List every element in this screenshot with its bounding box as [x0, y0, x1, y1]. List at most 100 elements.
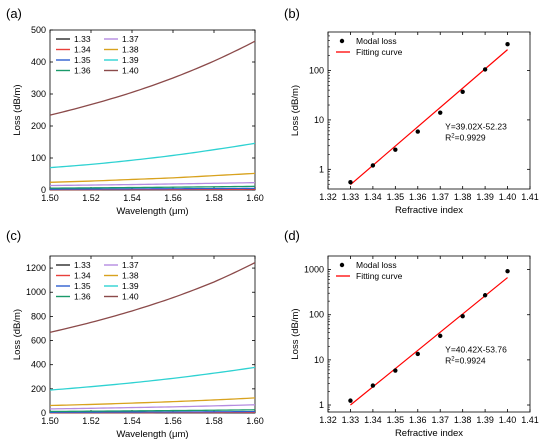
legend-point-swatch	[339, 38, 345, 44]
x-tick-label: 1.34	[364, 415, 382, 425]
fitting-curve-line	[350, 277, 508, 406]
y-tick-label: 500	[31, 25, 46, 35]
x-tick-label: 1.35	[387, 415, 405, 425]
x-tick-label: 1.58	[205, 193, 223, 203]
x-tick-label: 1.39	[476, 415, 494, 425]
y-tick-label: 400	[31, 360, 46, 370]
legend-label-fitting-curve: Fitting curve	[356, 47, 403, 57]
series-line-1-37	[49, 404, 256, 410]
x-tick-label: 1.38	[454, 415, 472, 425]
x-tick-label: 1.52	[82, 416, 100, 426]
r2-superscript: 2	[451, 133, 455, 139]
x-tick-label: 1.38	[454, 192, 472, 202]
x-tick-label: 1.54	[123, 416, 141, 426]
modal-loss-point	[348, 179, 353, 185]
modal-loss-point	[460, 313, 465, 319]
y-tick-label: 1000	[304, 265, 324, 275]
series-line-1-40	[49, 262, 256, 333]
x-tick-label: 1.52	[82, 193, 100, 203]
x-tick-label: 1.36	[409, 192, 427, 202]
legend-label: 1.39	[122, 281, 139, 291]
fit-r-squared: R2=0.9924	[445, 356, 486, 366]
legend-label: 1.33	[74, 34, 91, 44]
legend-label-modal-loss: Modal loss	[356, 260, 397, 270]
x-tick-label: 1.56	[164, 193, 182, 203]
legend-label: 1.40	[122, 292, 139, 302]
fit-r-squared: R2=0.9929	[445, 132, 486, 142]
r2-prefix: R	[445, 356, 451, 366]
modal-loss-point	[460, 89, 465, 95]
series-line-1-35	[49, 187, 256, 190]
legend-label: 1.35	[74, 281, 91, 291]
x-tick-label: 1.60	[246, 416, 264, 426]
y-axis-label: Loss (dB/m)	[290, 85, 301, 136]
y-tick-label: 100	[309, 65, 324, 75]
x-tick-label: 1.50	[41, 193, 59, 203]
panel-label-a: (a)	[6, 6, 22, 21]
panel-label-d: (d)	[284, 228, 300, 243]
y-tick-label: 100	[31, 153, 46, 163]
x-tick-label: 1.41	[521, 192, 539, 202]
y-tick-label: 600	[31, 336, 46, 346]
x-tick-label: 1.34	[364, 192, 382, 202]
panel-label-c: (c)	[6, 228, 21, 243]
r2-value: =0.9924	[455, 356, 486, 366]
fitting-curve-line	[350, 49, 508, 186]
modal-loss-point	[348, 398, 353, 403]
x-tick-label: 1.33	[342, 192, 360, 202]
modal-loss-point	[393, 147, 398, 152]
legend-label: 1.39	[122, 55, 139, 65]
x-tick-label: 1.37	[431, 192, 449, 202]
series-line-1-39	[49, 142, 256, 169]
panel-c-line-chart: 1.50 1.52 1.54 1.56 1.58 1.60 0 200 400 600 800 100…	[12, 255, 264, 440]
legend-label-modal-loss: Modal loss	[356, 36, 397, 46]
modal-loss-point	[415, 351, 420, 357]
x-tick-label: 1.60	[246, 193, 264, 203]
y-tick-label: 0	[41, 185, 46, 195]
r2-prefix: R	[445, 132, 451, 142]
x-tick-label: 1.36	[409, 415, 427, 425]
modal-loss-point	[438, 333, 443, 339]
fit-equation: Y=40.42X-53.76	[445, 345, 507, 355]
x-tick-label: 1.41	[521, 415, 539, 425]
modal-loss-point	[482, 67, 488, 72]
x-axis-label: Refractive index	[395, 205, 463, 216]
modal-loss-point	[370, 163, 376, 168]
x-tick-label: 1.54	[123, 193, 141, 203]
x-axis-label: Wavelength (μm)	[116, 206, 188, 217]
legend-label: 1.34	[74, 45, 91, 55]
y-tick-label: 100	[309, 310, 324, 320]
series-line-1-38	[49, 172, 256, 183]
series-line-1-38	[49, 397, 256, 407]
y-axis-label: Loss (dB/m)	[12, 84, 23, 135]
r2-superscript: 2	[451, 357, 455, 363]
x-tick-label: 1.50	[41, 416, 59, 426]
legend-label: 1.34	[74, 271, 91, 281]
modal-loss-point	[393, 368, 398, 373]
y-tick-label: 800	[31, 311, 46, 321]
x-tick-label: 1.37	[431, 415, 449, 425]
y-axis-label: Loss (dB/m)	[12, 309, 23, 360]
legend-label-fitting-curve: Fitting curve	[356, 271, 403, 281]
legend-point-swatch	[339, 262, 345, 268]
legend-label: 1.40	[122, 66, 139, 76]
x-axis-label: Wavelength (μm)	[116, 429, 188, 440]
fit-equation: Y=39.02X-52.23	[445, 121, 507, 131]
legend-label: 1.37	[122, 34, 139, 44]
x-tick-label: 1.40	[499, 415, 517, 425]
series-line-1-40	[49, 40, 256, 116]
series-line-1-39	[49, 366, 256, 391]
legend-label: 1.33	[74, 260, 91, 270]
legend-label: 1.36	[74, 292, 91, 302]
panel-d-scatter-fit-chart: 1.32 1.33 1.34 1.35 1.36 1.37 1.38 1.39 1.40 1.41…	[290, 255, 539, 439]
y-tick-label: 0	[41, 408, 46, 418]
series-line-1-35	[49, 410, 256, 413]
x-tick-label: 1.56	[164, 416, 182, 426]
panel-label-b: (b)	[284, 6, 300, 21]
x-tick-label: 1.39	[476, 192, 494, 202]
x-axis-label: Refractive index	[395, 428, 463, 439]
modal-loss-point	[438, 110, 443, 115]
legend-label: 1.36	[74, 66, 91, 76]
y-tick-label: 10	[314, 115, 324, 125]
y-tick-label: 1	[319, 164, 324, 174]
